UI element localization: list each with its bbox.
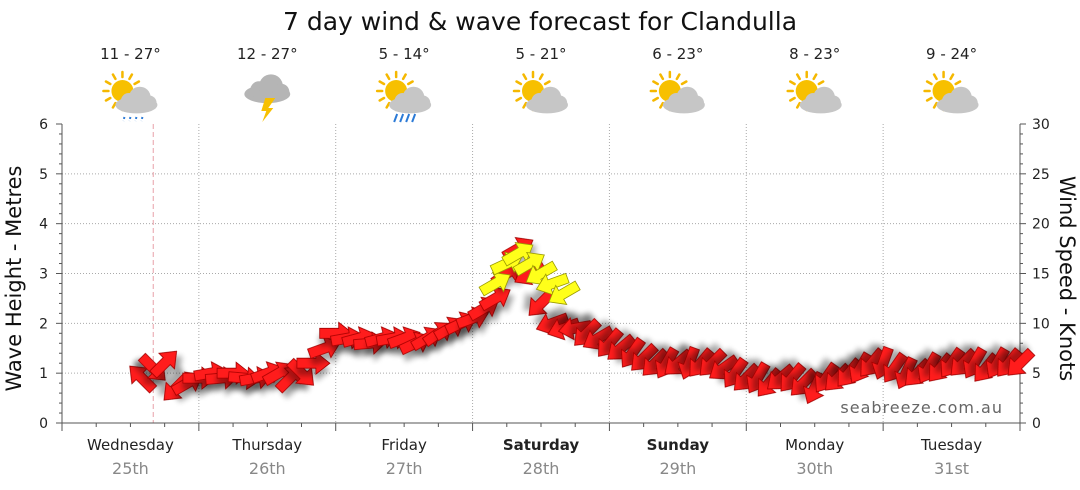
left-tick-label: 6 <box>39 117 48 133</box>
gust-arrow <box>512 251 545 277</box>
wind-arrow <box>149 350 178 379</box>
credit-label: seabreeze.com.au <box>840 398 1003 417</box>
temp-range-label: 8 - 23° <box>789 45 840 63</box>
right-tick-label: 15 <box>1032 267 1050 283</box>
temp-range-label: 5 - 14° <box>379 45 430 63</box>
wind-arrow <box>582 325 615 350</box>
left-tick-label: 3 <box>39 267 48 283</box>
partly-cloudy-icon <box>512 70 568 114</box>
temp-range-label: 5 - 21° <box>515 45 566 63</box>
day-label: Friday <box>381 436 427 454</box>
chart-title: 7 day wind & wave forecast for Clandulla <box>283 7 797 36</box>
wind-arrows <box>129 237 1036 405</box>
right-tick-label: 30 <box>1032 117 1050 133</box>
temp-range-label: 12 - 27° <box>237 45 298 63</box>
partly-cloudy-icon <box>923 70 979 114</box>
left-axis-title: Wave Height - Metres <box>2 166 26 392</box>
partly-cloudy-icon <box>649 70 705 114</box>
temp-range-label: 6 - 23° <box>652 45 703 63</box>
gust-arrow <box>525 260 558 286</box>
cloud-shape <box>389 86 432 114</box>
cloud-shape <box>662 86 705 114</box>
cloud-shape <box>115 86 158 114</box>
wind-arrow <box>478 286 511 312</box>
right-tick-label: 20 <box>1032 217 1050 233</box>
date-label: 31st <box>934 459 969 478</box>
cloud-shape <box>936 86 979 114</box>
right-tick-label: 5 <box>1032 366 1041 382</box>
date-label: 25th <box>112 459 149 478</box>
date-label: 28th <box>523 459 560 478</box>
sun-cloud-showers-icon <box>102 70 158 122</box>
day-label: Tuesday <box>920 436 982 454</box>
right-axis-title: Wind Speed - Knots <box>1055 176 1079 381</box>
wind-arrow <box>129 365 158 394</box>
date-label: 30th <box>796 459 833 478</box>
right-axis: 0 5 10 15 20 25 30 <box>1020 117 1050 432</box>
day-labels: Wednesday 25th Thursday 26th Friday 27th Satur… <box>61 423 1021 478</box>
right-tick-label: 25 <box>1032 167 1050 183</box>
temp-range-label: 11 - 27° <box>100 45 161 63</box>
right-tick-label: 10 <box>1032 316 1050 332</box>
day-label: Sunday <box>647 436 710 454</box>
partly-cloudy-icon <box>786 70 842 114</box>
gust-arrow <box>478 271 511 297</box>
left-tick-label: 0 <box>39 416 48 432</box>
wind-arrow <box>664 348 694 375</box>
cloud-shape <box>799 86 842 114</box>
wind-arrow <box>1007 347 1036 376</box>
left-axis: 0 1 2 3 4 5 6 <box>39 117 62 432</box>
left-tick-label: 4 <box>39 217 48 233</box>
day-label: Thursday <box>231 436 302 454</box>
right-tick-label: 0 <box>1032 416 1041 432</box>
date-label: 29th <box>659 459 696 478</box>
day-label: Wednesday <box>87 436 174 454</box>
wind-arrow <box>296 351 331 376</box>
storm-cloud-lightning-icon <box>244 74 291 122</box>
cloud-shape <box>244 74 291 104</box>
day-label: Monday <box>785 436 844 454</box>
left-tick-label: 2 <box>39 316 48 332</box>
date-label: 27th <box>386 459 423 478</box>
left-tick-label: 1 <box>39 366 48 382</box>
temp-range-label: 9 - 24° <box>926 45 977 63</box>
wind-arrow <box>557 317 593 341</box>
gust-arrow <box>535 272 570 296</box>
gust-arrow <box>548 280 581 305</box>
sun-cloud-rain-icon <box>375 70 432 123</box>
day-label: Saturday <box>503 436 580 454</box>
left-tick-label: 5 <box>39 167 48 183</box>
weather-row: 11 - 27° 12 - 27° 5 - 14° 5 - 21° 6 - 23° 8 -… <box>100 45 979 123</box>
cloud-shape <box>526 86 568 114</box>
date-label: 26th <box>249 459 286 478</box>
wind-arrow <box>286 357 314 386</box>
